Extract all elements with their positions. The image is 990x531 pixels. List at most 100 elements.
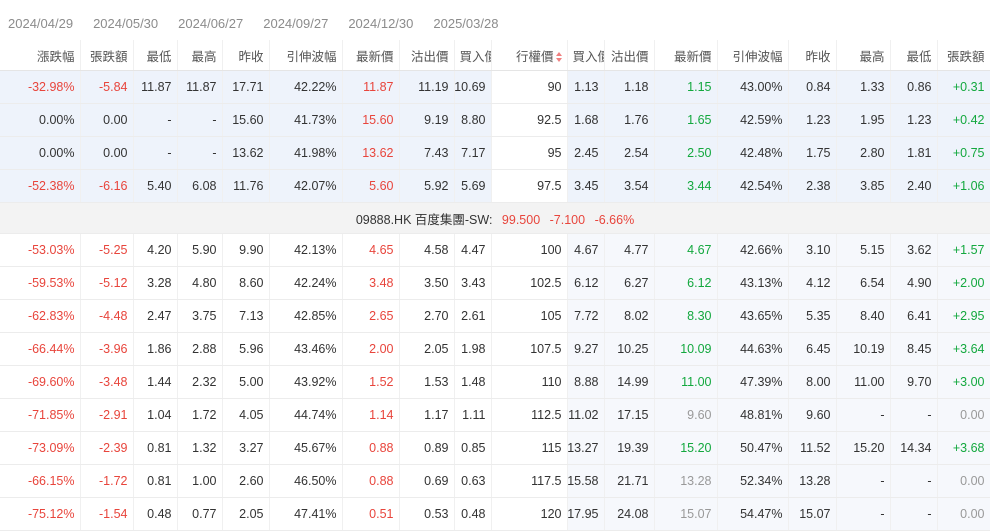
col-header[interactable]: 沽出價 <box>399 40 455 71</box>
call-cell: 17.71 <box>222 70 270 104</box>
call-cell: 3.50 <box>399 266 455 300</box>
col-header[interactable]: 引伸波幅 <box>269 40 343 71</box>
call-cell: 2.32 <box>177 365 223 399</box>
call-cell: -53.03% <box>0 233 81 267</box>
col-header[interactable]: 最新價 <box>342 40 400 71</box>
underlying-symbol[interactable]: 09888.HK 百度集團-SW: <box>355 212 493 227</box>
put-cell: 8.45 <box>890 332 938 366</box>
col-header[interactable]: 買入價 <box>567 40 605 71</box>
put-cell: 0.86 <box>890 70 938 104</box>
expiry-tab[interactable]: 2024/09/27 <box>263 16 329 31</box>
col-header[interactable]: 最高 <box>836 40 891 71</box>
put-cell: 13.27 <box>567 431 605 465</box>
put-cell: 2.80 <box>836 136 891 170</box>
expiry-tab[interactable]: 2025/03/28 <box>433 16 499 31</box>
option-row[interactable]: -52.38% -6.16 5.40 6.08 11.76 42.07% 5.60 5.92 5… <box>0 169 990 203</box>
sort-icon[interactable] <box>555 52 562 63</box>
put-cell: 9.60 <box>788 398 837 432</box>
option-row[interactable]: -75.12% -1.54 0.48 0.77 2.05 47.41% 0.51 0.53 0.… <box>0 497 990 531</box>
put-cell: - <box>836 398 891 432</box>
expiry-tab[interactable]: 2024/04/29 <box>8 16 74 31</box>
call-cell: 15.60 <box>342 103 400 137</box>
put-cell: +2.00 <box>937 266 990 300</box>
call-cell: 0.00% <box>0 103 81 137</box>
put-cell: 9.27 <box>567 332 605 366</box>
option-row[interactable]: -71.85% -2.91 1.04 1.72 4.05 44.74% 1.14 1.17 1.… <box>0 398 990 432</box>
col-header[interactable]: 最低 <box>133 40 178 71</box>
col-header[interactable]: 最低 <box>890 40 938 71</box>
option-row[interactable]: -53.03% -5.25 4.20 5.90 9.90 42.13% 4.65 4.58 4.… <box>0 233 990 267</box>
put-cell: 3.62 <box>890 233 938 267</box>
put-cell: 10.19 <box>836 332 891 366</box>
put-cell: 1.23 <box>788 103 837 137</box>
col-header[interactable]: 最高 <box>177 40 223 71</box>
put-cell: 21.71 <box>604 464 655 498</box>
col-header[interactable]: 漲跌幅 <box>0 40 81 71</box>
call-cell: 1.00 <box>177 464 223 498</box>
put-cell: 42.59% <box>717 103 789 137</box>
col-header[interactable]: 昨收 <box>788 40 837 71</box>
call-cell: 7.43 <box>399 136 455 170</box>
call-cell: -69.60% <box>0 365 81 399</box>
put-cell: 2.38 <box>788 169 837 203</box>
col-header[interactable]: 最新價 <box>654 40 718 71</box>
put-cell: 3.45 <box>567 169 605 203</box>
call-cell: 42.07% <box>269 169 343 203</box>
option-row[interactable]: -66.15% -1.72 0.81 1.00 2.60 46.50% 0.88 0.69 0.… <box>0 464 990 498</box>
call-cell: 1.17 <box>399 398 455 432</box>
col-header[interactable]: 沽出價 <box>604 40 655 71</box>
strike-cell: 110 <box>490 365 568 399</box>
call-cell: 3.27 <box>222 431 270 465</box>
expiry-tabs: 2024/04/29 2024/05/30 2024/06/27 2024/09… <box>0 0 990 41</box>
call-cell: 46.50% <box>269 464 343 498</box>
option-row[interactable]: 0.00% 0.00- -13.62 41.98% 13.62 7.43 7.17 95 2.4… <box>0 136 990 170</box>
strike-cell: 120 <box>490 497 568 531</box>
col-header[interactable]: 張跌額 <box>937 40 990 71</box>
call-cell: -75.12% <box>0 497 81 531</box>
option-row[interactable]: -73.09% -2.39 0.81 1.32 3.27 45.67% 0.88 0.89 0.… <box>0 431 990 465</box>
put-cell: 4.12 <box>788 266 837 300</box>
call-cell: 9.19 <box>399 103 455 137</box>
option-row[interactable]: 0.00% 0.00- -15.60 41.73% 15.60 9.19 8.80 92.5 1… <box>0 103 990 137</box>
spot-section: 09888.HK 百度集團-SW: 99.500 -7.100 -6.66% <box>0 202 990 234</box>
put-cell: 11.02 <box>567 398 605 432</box>
expiry-tab[interactable]: 2024/05/30 <box>93 16 159 31</box>
strike-cell: 117.5 <box>490 464 568 498</box>
option-row[interactable]: -69.60% -3.48 1.44 2.32 5.00 43.92% 1.52 1.53 1.… <box>0 365 990 399</box>
strike-col-header[interactable]: 行權價 <box>490 40 568 71</box>
expiry-tab[interactable]: 2024/06/27 <box>178 16 244 31</box>
call-cell: 1.48 <box>454 365 492 399</box>
option-row[interactable]: -66.44% -3.96 1.86 2.88 5.96 43.46% 2.00 2.05 1.… <box>0 332 990 366</box>
put-cell: 1.15 <box>654 70 718 104</box>
col-header[interactable]: 昨收 <box>222 40 270 71</box>
expiry-tab[interactable]: 2024/12/30 <box>348 16 414 31</box>
col-header[interactable]: 買入價 <box>454 40 492 71</box>
put-cell: 1.65 <box>654 103 718 137</box>
col-header[interactable]: 張跌額 <box>80 40 134 71</box>
option-row[interactable]: -59.53% -5.12 3.28 4.80 8.60 42.24% 3.48 3.50 3.… <box>0 266 990 300</box>
call-cell: 1.44 <box>133 365 178 399</box>
put-cell: 54.47% <box>717 497 789 531</box>
put-cell: 4.77 <box>604 233 655 267</box>
call-cell: 1.14 <box>342 398 400 432</box>
put-cell: 8.88 <box>567 365 605 399</box>
put-cell: +0.42 <box>937 103 990 137</box>
put-cell: 1.68 <box>567 103 605 137</box>
put-cell: 3.85 <box>836 169 891 203</box>
call-cell: -4.48 <box>80 299 134 333</box>
put-cell: 42.54% <box>717 169 789 203</box>
call-cell: 0.88 <box>342 431 400 465</box>
option-row[interactable]: -32.98% -5.84 11.87 11.87 17.71 42.22% 11.87 11… <box>0 70 990 104</box>
call-cell: 4.65 <box>342 233 400 267</box>
call-cell: 3.28 <box>133 266 178 300</box>
rows-itm-calls: -32.98% -5.84 11.87 11.87 17.71 42.22% 11.87 11… <box>0 70 990 203</box>
put-cell: 15.07 <box>654 497 718 531</box>
option-row[interactable]: -62.83% -4.48 2.47 3.75 7.13 42.85% 2.65 2.70 2.… <box>0 299 990 333</box>
call-cell: 0.00 <box>80 136 134 170</box>
call-cell: -1.72 <box>80 464 134 498</box>
col-header[interactable]: 引伸波幅 <box>717 40 789 71</box>
call-cell: 0.48 <box>454 497 492 531</box>
call-cell: 42.13% <box>269 233 343 267</box>
call-cell: -5.12 <box>80 266 134 300</box>
put-cell: 6.27 <box>604 266 655 300</box>
